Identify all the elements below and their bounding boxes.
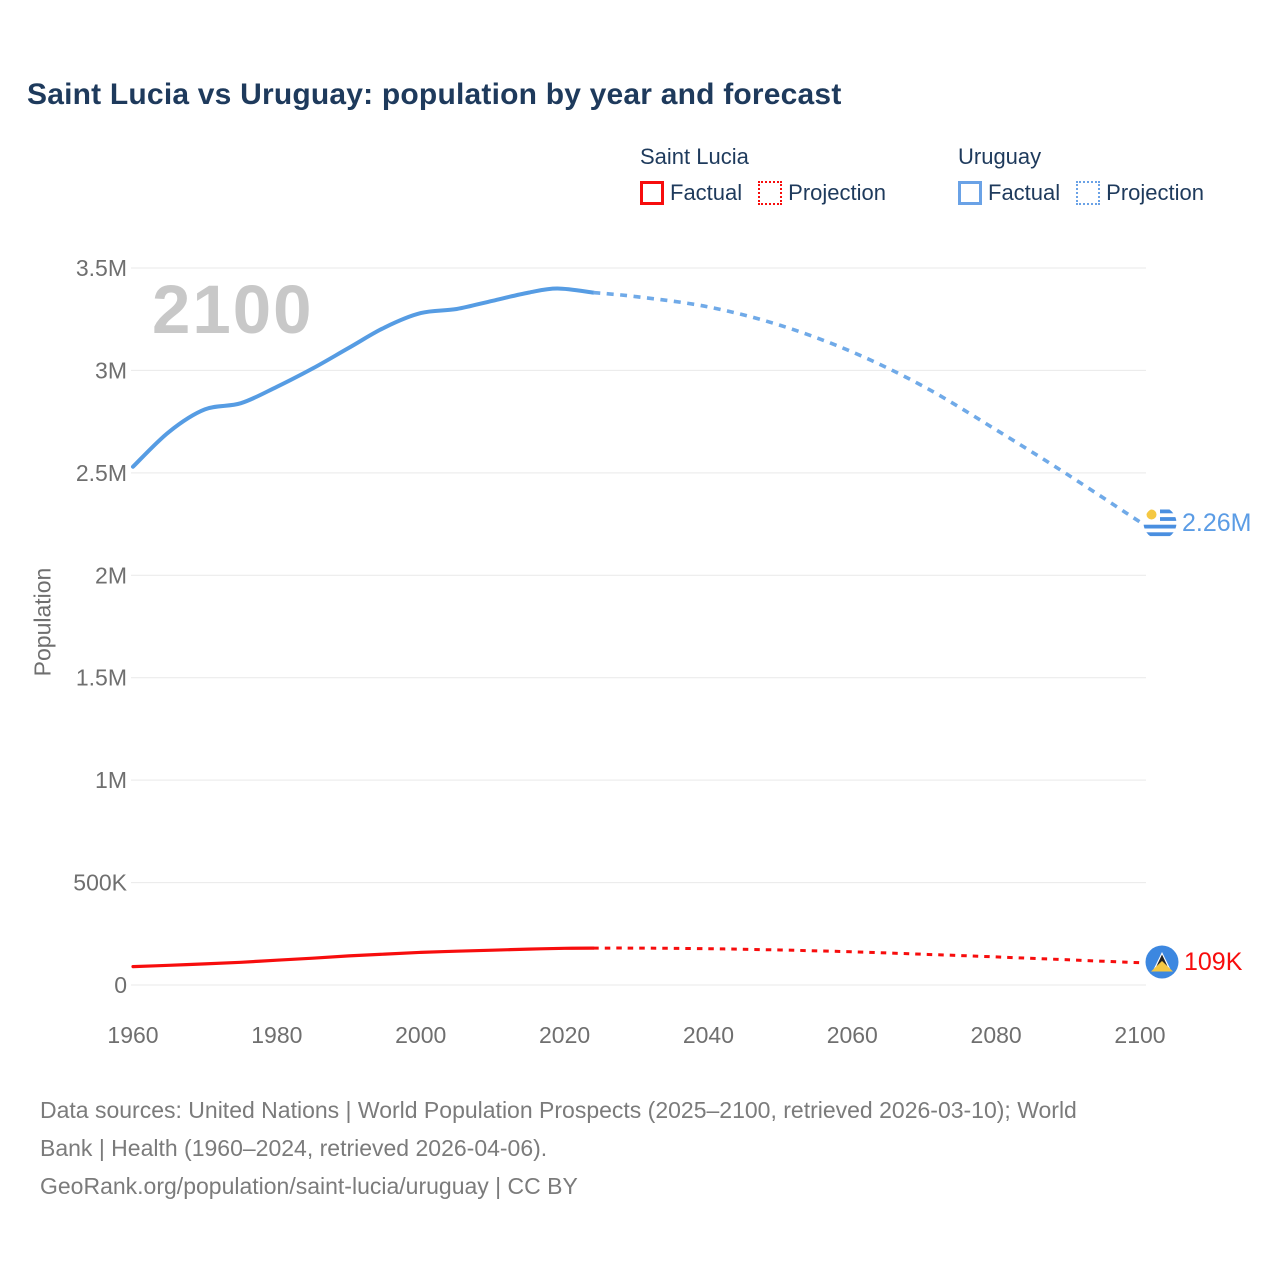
x-tick-label: 2080 bbox=[971, 1022, 1022, 1048]
legend-item-uruguay-projection[interactable]: Projection bbox=[1076, 180, 1204, 206]
y-tick-label: 2M bbox=[95, 562, 127, 588]
uruguay-end-value: 2.26M bbox=[1182, 508, 1252, 537]
legend-item-label: Factual bbox=[988, 180, 1061, 205]
legend-item-saint-lucia-factual[interactable]: Factual bbox=[640, 180, 742, 206]
legend-item-label: Projection bbox=[1106, 180, 1204, 205]
legend-item-label: Projection bbox=[788, 180, 886, 205]
footer-line: Data sources: United Nations | World Pop… bbox=[40, 1097, 1077, 1123]
series-path-saint-lucia-projection bbox=[593, 946, 1141, 965]
x-tick-label: 2040 bbox=[683, 1022, 734, 1048]
saint-lucia-flag-icon bbox=[1145, 945, 1179, 979]
x-tick-label: 2100 bbox=[1114, 1022, 1165, 1048]
x-tick-label: 1980 bbox=[251, 1022, 302, 1048]
data-sources-note: Data sources: United Nations | World Pop… bbox=[40, 1091, 1240, 1205]
footer-line: Bank | Health (1960–2024, retrieved 2026… bbox=[40, 1135, 548, 1161]
x-tick-label: 2000 bbox=[395, 1022, 446, 1048]
legend-country-name: Saint Lucia bbox=[640, 144, 749, 169]
x-tick-label: 2060 bbox=[827, 1022, 878, 1048]
legend-row: Factual Projection bbox=[640, 180, 902, 206]
series-path-saint-lucia-factual bbox=[131, 946, 595, 969]
solid-line-swatch-icon bbox=[640, 181, 664, 205]
legend-item-uruguay-factual[interactable]: Factual bbox=[958, 180, 1060, 206]
y-axis-title: Population bbox=[29, 567, 56, 677]
legend-group-saint-lucia: Saint Lucia Factual Projection bbox=[640, 144, 902, 206]
footer-line: GeoRank.org/population/saint-lucia/urugu… bbox=[40, 1173, 578, 1199]
dotted-line-swatch-icon bbox=[758, 181, 783, 205]
page-title: Saint Lucia vs Uruguay: population by ye… bbox=[27, 78, 842, 111]
saint-lucia-end-label: 109K bbox=[1145, 945, 1242, 979]
dotted-line-swatch-icon bbox=[1076, 181, 1101, 205]
legend-country-name: Uruguay bbox=[958, 144, 1042, 169]
y-tick-label: 3.5M bbox=[76, 255, 127, 281]
y-tick-label: 1.5M bbox=[76, 665, 127, 691]
y-tick-label: 3M bbox=[95, 357, 127, 383]
y-tick-label: 2.5M bbox=[76, 460, 127, 486]
saint-lucia-end-value: 109K bbox=[1184, 947, 1243, 976]
x-tick-label: 2020 bbox=[539, 1022, 590, 1048]
solid-line-swatch-icon bbox=[958, 181, 982, 205]
x-tick-label: 1960 bbox=[107, 1022, 158, 1048]
year-watermark: 2100 bbox=[152, 271, 314, 348]
series-path-uruguay-factual bbox=[131, 286, 596, 469]
series-path-uruguay-projection bbox=[593, 290, 1141, 524]
y-tick-label: 0 bbox=[114, 972, 127, 998]
legend-item-saint-lucia-projection[interactable]: Projection bbox=[758, 180, 886, 206]
legend-row: Factual Projection bbox=[958, 180, 1220, 206]
uruguay-end-label: 2.26M bbox=[1143, 506, 1251, 540]
legend-item-label: Factual bbox=[670, 180, 743, 205]
y-tick-label: 1M bbox=[95, 767, 127, 793]
uruguay-flag-icon bbox=[1143, 506, 1177, 540]
y-tick-label: 500K bbox=[73, 870, 127, 896]
legend-group-uruguay: Uruguay Factual Projection bbox=[958, 144, 1220, 206]
